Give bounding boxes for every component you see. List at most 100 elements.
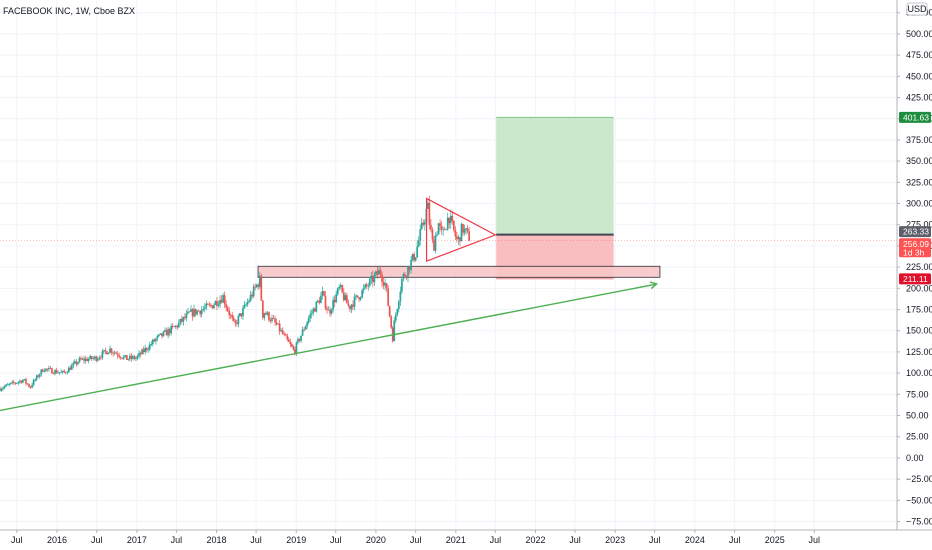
candle-up <box>423 222 426 225</box>
candle-down <box>12 381 15 383</box>
candle-up <box>445 229 448 231</box>
candle-down <box>404 274 406 277</box>
candle-down <box>125 355 128 361</box>
candle-down <box>95 356 98 361</box>
candle-down <box>168 329 171 334</box>
candle-down <box>349 305 351 310</box>
candle-up <box>344 295 347 301</box>
candle-up <box>3 386 6 388</box>
candle-down <box>20 380 23 383</box>
candle-down <box>346 295 348 304</box>
candle-up <box>22 379 24 383</box>
candle-up <box>61 370 64 372</box>
candle-up <box>107 352 110 355</box>
candle-down <box>216 301 218 307</box>
candle-up <box>158 334 160 336</box>
time-tick-label: Jul <box>729 535 741 545</box>
candle-up <box>15 382 18 384</box>
candle-down <box>63 370 66 373</box>
candle-up <box>419 229 422 241</box>
candle-up <box>148 344 151 350</box>
candle-down <box>452 220 455 230</box>
candle-up <box>147 349 150 351</box>
time-axis[interactable]: Jul 2016 Jul 2017 Jul 2018 Jul 2019 Jul 2020 Jul 20… <box>11 530 820 545</box>
price-tag-price <box>899 238 931 258</box>
time-tick-label: 2018 <box>207 535 227 545</box>
currency-label[interactable]: USD <box>906 2 928 16</box>
candle-up <box>34 379 36 381</box>
candle-down <box>284 334 287 336</box>
candle-up <box>44 368 47 372</box>
time-tick-label: Jul <box>410 535 422 545</box>
candle-up <box>185 313 188 319</box>
candle-down <box>326 308 328 310</box>
candle-down <box>265 313 267 315</box>
candle-down <box>324 295 327 309</box>
candle-down <box>225 304 228 308</box>
price-tick-label: 500.00 <box>906 29 932 39</box>
candle-down <box>55 370 58 374</box>
candle-up <box>258 275 261 287</box>
candle-down <box>462 223 464 233</box>
candle-up <box>48 367 50 370</box>
candle-up <box>362 287 365 291</box>
candle-up <box>427 202 429 209</box>
candle-up <box>203 307 206 309</box>
candle-down <box>443 229 446 231</box>
candle-up <box>368 279 371 286</box>
candle-up <box>434 235 437 251</box>
candle-down <box>226 307 229 311</box>
candle-up <box>465 228 467 230</box>
price-tick-label: 25.00 <box>906 432 929 442</box>
candle-up <box>67 367 70 373</box>
candle-up <box>174 325 177 327</box>
candle-up <box>141 349 143 355</box>
candle-down <box>341 285 344 293</box>
candle-down <box>104 350 107 352</box>
candle-down <box>133 356 136 359</box>
candle-up <box>84 358 87 361</box>
price-tick-label: 350.00 <box>906 156 932 166</box>
candle-up <box>397 301 400 309</box>
candle-up <box>336 288 339 295</box>
price-tick-label: 0.00 <box>906 453 924 463</box>
candle-down <box>433 239 435 251</box>
price-tag-stop <box>899 273 931 285</box>
candle-down <box>313 308 316 312</box>
candle-up <box>156 335 159 339</box>
candle-down <box>0 388 1 391</box>
candle-up <box>213 304 215 309</box>
candle-up <box>66 372 69 374</box>
price-tick-label: 150.00 <box>906 326 932 336</box>
time-tick-label: 2019 <box>286 535 306 545</box>
time-tick-label: Jul <box>91 535 103 545</box>
candle-up <box>57 372 59 374</box>
price-tick-label: 425.00 <box>906 93 932 103</box>
candle-up <box>402 274 405 280</box>
candle-down <box>199 310 202 315</box>
candle-up <box>277 323 279 325</box>
candle-up <box>437 223 440 235</box>
candle-up <box>263 313 266 318</box>
candle-up <box>417 240 420 247</box>
candle-down <box>381 274 383 283</box>
candle-up <box>129 355 131 360</box>
candle-down <box>408 266 411 271</box>
time-tick-label: Jul <box>809 535 821 545</box>
candle-down <box>261 300 264 318</box>
candle-up <box>96 358 99 361</box>
candle-down <box>439 223 441 226</box>
candle-down <box>115 352 117 354</box>
candle-down <box>459 237 461 242</box>
candle-up <box>297 339 299 343</box>
candle-down <box>358 297 360 300</box>
candle-up <box>162 331 165 337</box>
price-tick-label: 450.00 <box>906 71 932 81</box>
candle-down <box>440 225 443 230</box>
candle-up <box>353 296 356 307</box>
price-tag-target <box>899 111 931 123</box>
candle-down <box>80 358 82 360</box>
candle-down <box>356 295 359 298</box>
candle-up <box>306 322 308 327</box>
